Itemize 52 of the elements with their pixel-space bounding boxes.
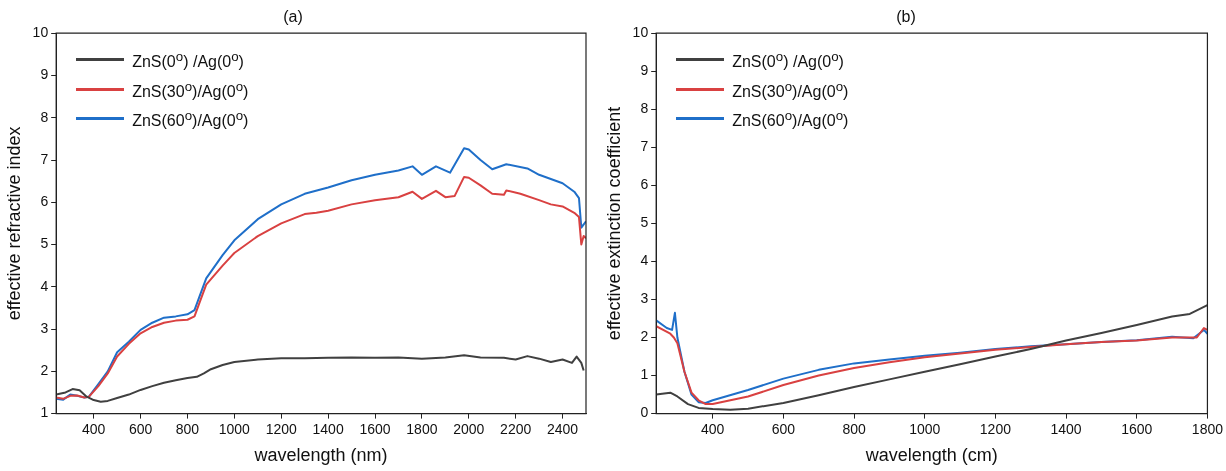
y-axis-title: effective refractive index [3, 126, 24, 321]
y-tick-label: 8 [40, 108, 49, 125]
x-tick-label: 400 [82, 420, 106, 437]
chart-title: (b) [896, 8, 916, 26]
x-tick-label: 1600 [1121, 420, 1153, 437]
legend-label: ZnS(30$^{o}$)/Ag(0$^{o}$) [732, 77, 849, 102]
y-tick-label: 10 [632, 24, 649, 41]
x-tick-label: 2400 [546, 420, 579, 437]
y-tick-label: 0 [640, 404, 649, 421]
y-tick-label: 2 [640, 328, 649, 345]
y-tick-label: 9 [40, 66, 49, 83]
x-tick-label: 600 [771, 420, 796, 437]
y-axis-title: effective extinction coefficient [603, 106, 624, 341]
x-tick-label: 1800 [1191, 420, 1224, 437]
legend-label: ZnS(30$^{o}$)/Ag(0$^{o}$) [132, 77, 249, 102]
x-tick-label: 1000 [909, 420, 941, 437]
legend-label: ZnS(60$^{o}$)/Ag(0$^{o}$) [132, 106, 249, 132]
x-tick-label: 800 [842, 420, 866, 437]
x-tick-label: 1800 [406, 420, 438, 437]
y-tick-label: 6 [40, 193, 49, 210]
y-tick-label: 10 [32, 24, 49, 41]
y-tick-label: 3 [640, 290, 649, 307]
x-tick-label: 1600 [359, 420, 391, 437]
y-tick-label: 6 [640, 176, 649, 193]
x-tick-label: 1200 [979, 420, 1012, 437]
y-tick-label: 2 [40, 362, 49, 379]
y-tick-label: 1 [40, 404, 49, 421]
legend-label: ZnS(0$^{o}$) /Ag(0$^{o}$) [732, 48, 844, 73]
x-tick-label: 800 [175, 420, 200, 437]
y-tick-label: 9 [640, 62, 649, 79]
x-tick-label: 1400 [312, 420, 344, 437]
x-tick-label: 600 [128, 420, 153, 437]
chart-title: (a) [283, 8, 303, 26]
legend-label: ZnS(0$^{o}$) /Ag(0$^{o}$) [132, 48, 244, 73]
y-tick-label: 7 [640, 138, 649, 155]
y-tick-label: 8 [640, 100, 649, 117]
y-tick-label: 1 [640, 366, 649, 383]
x-tick-label: 1200 [265, 420, 298, 437]
x-tick-label: 400 [701, 420, 725, 437]
y-tick-label: 5 [40, 235, 49, 252]
y-tick-label: 3 [40, 319, 49, 336]
x-tick-label: 1400 [1050, 420, 1082, 437]
x-tick-label: 2200 [500, 420, 532, 437]
y-tick-label: 4 [40, 277, 49, 294]
legend-label: ZnS(60$^{o}$)/Ag(0$^{o}$) [732, 106, 849, 132]
x-tick-label: 2000 [453, 420, 485, 437]
y-tick-label: 7 [40, 150, 49, 167]
y-tick-label: 4 [640, 252, 649, 269]
x-axis-title: wavelength (nm) [253, 445, 388, 466]
x-axis-title: wavelength (cm) [864, 445, 998, 466]
y-tick-label: 5 [640, 214, 649, 231]
x-tick-label: 1000 [218, 420, 251, 437]
